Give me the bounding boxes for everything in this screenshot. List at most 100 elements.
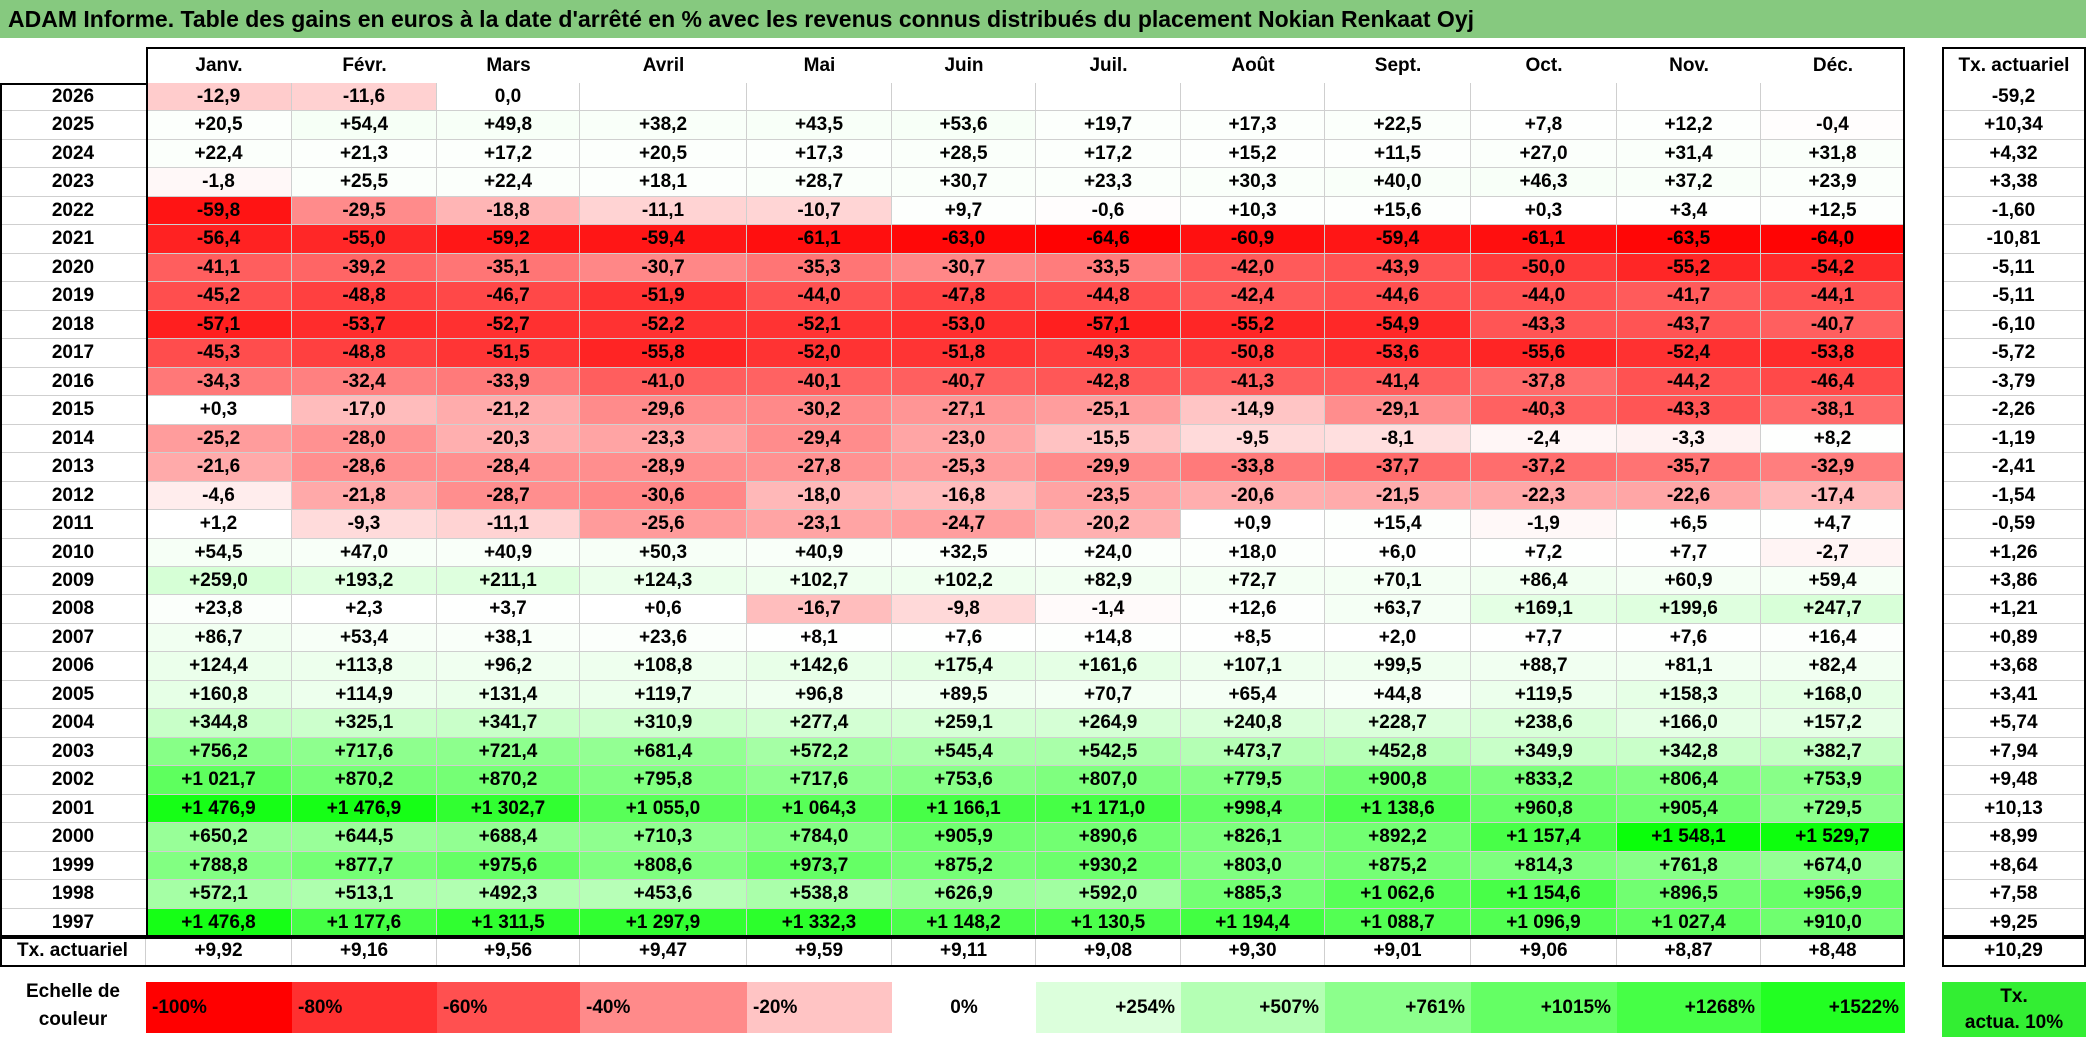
heatmap-cell: [1617, 83, 1761, 111]
heatmap-cell: +119,7: [580, 681, 747, 709]
scale-rate-line1: Tx.: [2000, 986, 2028, 1007]
heatmap-cell: +22,5: [1325, 111, 1471, 140]
heatmap-cell: +1 332,3: [747, 909, 892, 937]
heatmap-cell: -47,8: [892, 282, 1036, 311]
heatmap-cell: +875,2: [1325, 852, 1471, 880]
heatmap-cell: -52,7: [437, 311, 580, 339]
row-rate-cell: -59,2: [1942, 83, 2086, 111]
totals-cell: +8,48: [1761, 937, 1905, 967]
heatmap-cell: +1 476,8: [146, 909, 292, 937]
heatmap-cell: -37,2: [1471, 453, 1617, 482]
heatmap-cell: +46,3: [1471, 168, 1617, 197]
heatmap-cell: +37,2: [1617, 168, 1761, 197]
column-header: Mai: [803, 55, 836, 76]
heatmap-cell: +70,1: [1325, 567, 1471, 595]
heatmap-cell: +20,5: [146, 111, 292, 140]
heatmap-cell: -53,0: [892, 311, 1036, 339]
heatmap-cell: -16,8: [892, 482, 1036, 510]
heatmap-cell: -23,1: [747, 510, 892, 539]
heatmap-cell: +905,4: [1617, 795, 1761, 823]
heatmap-cell: +31,8: [1761, 140, 1905, 168]
heatmap-cell: [747, 83, 892, 111]
heatmap-cell: -43,3: [1617, 396, 1761, 425]
heatmap-cell: +452,8: [1325, 738, 1471, 766]
heatmap-cell: -21,6: [146, 453, 292, 482]
scale-swatch: +761%: [1325, 982, 1471, 1033]
heatmap-cell: +674,0: [1761, 852, 1905, 880]
row-rate-cell: +3,41: [1942, 681, 2086, 709]
heatmap-cell: +28,7: [747, 168, 892, 197]
heatmap-cell: -21,5: [1325, 482, 1471, 510]
row-year-label: 2010: [0, 539, 146, 567]
heatmap-cell: +975,6: [437, 852, 580, 880]
heatmap-cell: +12,6: [1181, 595, 1325, 624]
heatmap-cell: -45,3: [146, 339, 292, 368]
scale-swatch: -80%: [292, 982, 437, 1033]
heatmap-cell: +124,3: [580, 567, 747, 595]
heatmap-cell: -52,1: [747, 311, 892, 339]
heatmap-cell: +81,1: [1617, 652, 1761, 681]
heatmap-cell: -42,4: [1181, 282, 1325, 311]
heatmap-cell: +688,4: [437, 823, 580, 852]
heatmap-cell: +453,6: [580, 880, 747, 909]
heatmap-cell: -35,7: [1617, 453, 1761, 482]
heatmap-cell: -20,2: [1036, 510, 1181, 539]
heatmap-cell: -9,3: [292, 510, 437, 539]
heatmap-cell: -57,1: [146, 311, 292, 339]
rate-column-header: Tx. actuariel: [1958, 55, 2070, 76]
heatmap-cell: +4,7: [1761, 510, 1905, 539]
heatmap-cell: -60,9: [1181, 225, 1325, 254]
heatmap-cell: -28,9: [580, 453, 747, 482]
heatmap-cell: -27,1: [892, 396, 1036, 425]
heatmap-cell: +40,9: [747, 539, 892, 567]
heatmap-cell: -55,2: [1617, 254, 1761, 282]
heatmap-cell: +753,9: [1761, 766, 1905, 795]
heatmap-cell: -28,7: [437, 482, 580, 510]
heatmap-cell: -20,6: [1181, 482, 1325, 510]
totals-cell: +9,01: [1325, 937, 1471, 967]
heatmap-cell: -3,3: [1617, 425, 1761, 453]
heatmap-cell: -59,4: [1325, 225, 1471, 254]
heatmap-cell: -34,3: [146, 368, 292, 396]
totals-cell: +9,30: [1181, 937, 1325, 967]
heatmap-cell: +1 297,9: [580, 909, 747, 937]
heatmap-cell: +88,7: [1471, 652, 1617, 681]
heatmap-cell: -51,8: [892, 339, 1036, 368]
totals-cell: +9,56: [437, 937, 580, 967]
heatmap-cell: +572,1: [146, 880, 292, 909]
row-year-label: 2012: [0, 482, 146, 510]
heatmap-cell: +6,0: [1325, 539, 1471, 567]
heatmap-cell: +54,5: [146, 539, 292, 567]
heatmap-cell: +1 311,5: [437, 909, 580, 937]
row-rate-cell: -1,60: [1942, 197, 2086, 225]
heatmap-cell: +795,8: [580, 766, 747, 795]
heatmap-cell: -4,6: [146, 482, 292, 510]
heatmap-cell: -61,1: [1471, 225, 1617, 254]
row-year-label: 2001: [0, 795, 146, 823]
row-year-label: 2009: [0, 567, 146, 595]
heatmap-cell: +23,8: [146, 595, 292, 624]
heatmap-cell: +15,6: [1325, 197, 1471, 225]
heatmap-cell: +710,3: [580, 823, 747, 852]
totals-cell: +9,47: [580, 937, 747, 967]
heatmap-cell: +108,8: [580, 652, 747, 681]
heatmap-cell: -25,1: [1036, 396, 1181, 425]
heatmap-cell: +17,3: [747, 140, 892, 168]
column-header: Juin: [944, 55, 984, 76]
row-year-label: 2022: [0, 197, 146, 225]
heatmap-cell: +3,7: [437, 595, 580, 624]
heatmap-cell: -40,3: [1471, 396, 1617, 425]
heatmap-cell: +833,2: [1471, 766, 1617, 795]
heatmap-cell: -45,2: [146, 282, 292, 311]
row-year-label: 1998: [0, 880, 146, 909]
heatmap-cell: -23,5: [1036, 482, 1181, 510]
heatmap-cell: +807,0: [1036, 766, 1181, 795]
heatmap-cell: +59,4: [1761, 567, 1905, 595]
heatmap-cell: +65,4: [1181, 681, 1325, 709]
heatmap-cell: +7,8: [1471, 111, 1617, 140]
heatmap-cell: +21,3: [292, 140, 437, 168]
heatmap-cell: +1 177,6: [292, 909, 437, 937]
heatmap-cell: +238,6: [1471, 709, 1617, 738]
row-rate-cell: -3,79: [1942, 368, 2086, 396]
row-rate-cell: -1,19: [1942, 425, 2086, 453]
